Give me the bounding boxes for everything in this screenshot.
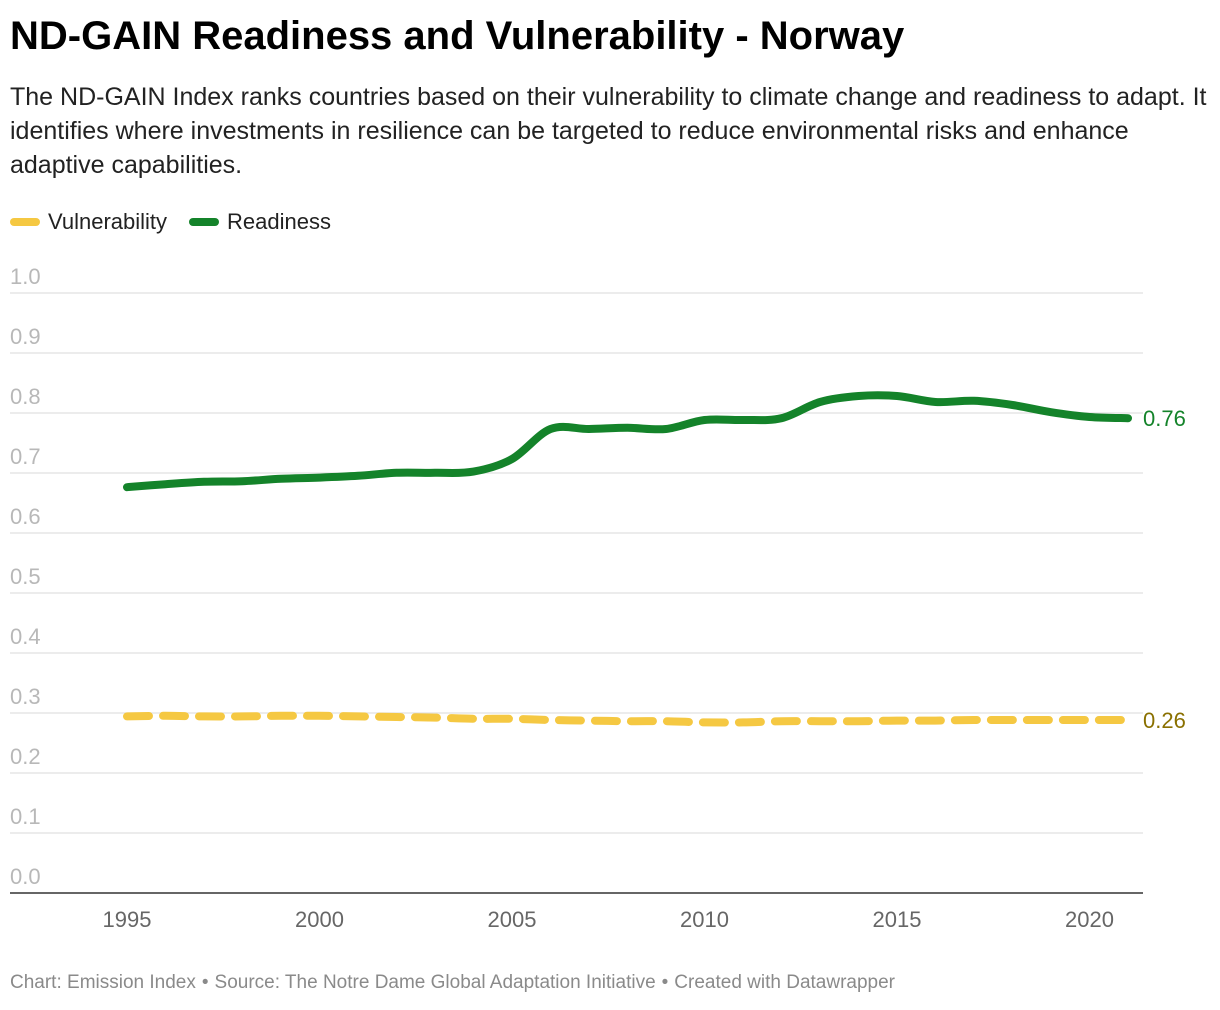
footer-created-with: Created with Datawrapper [674,972,896,993]
y-tick-label: 0.2 [10,744,41,769]
x-axis-tick-labels: 1995 2000 2005 2010 2015 2020 [103,907,1114,932]
y-tick-label: 1.0 [10,264,41,289]
end-label-readiness: 0.76 [1143,406,1186,431]
y-tick-label: 0.7 [10,444,41,469]
legend-item-readiness: Readiness [189,209,331,235]
x-tick-label: 2010 [680,907,729,932]
y-tick-label: 0.9 [10,324,41,349]
chart-subtitle: The ND-GAIN Index ranks countries based … [10,83,1207,179]
legend-item-vulnerability: Vulnerability [10,209,167,235]
x-tick-label: 2000 [295,907,344,932]
y-tick-label: 0.1 [10,804,41,829]
series-line-vulnerability [123,711,1132,727]
footer-separator: • [201,972,209,993]
legend-label-readiness: Readiness [227,209,331,234]
legend: Vulnerability Readiness [10,206,353,238]
legend-swatch-vulnerability [10,218,40,226]
y-tick-label: 0.6 [10,504,41,529]
series-lines [123,391,1132,727]
y-tick-label: 0.3 [10,684,41,709]
footer-credit: Chart: Emission Index [10,972,196,993]
chart-footer: Chart: Emission Index • Source: The Notre … [10,972,895,994]
end-label-vulnerability: 0.26 [1143,708,1186,733]
y-tick-label: 0.5 [10,564,41,589]
end-value-labels: 0.26 0.76 [1143,406,1186,733]
x-tick-label: 2015 [873,907,922,932]
x-tick-label: 2020 [1065,907,1114,932]
legend-swatch-readiness [189,218,220,226]
x-tick-label: 1995 [103,907,152,932]
legend-label-vulnerability: Vulnerability [48,209,168,234]
y-tick-label: 0.4 [10,624,41,649]
series-line-readiness [123,391,1132,492]
y-axis-tick-labels: 0.0 0.1 0.2 0.3 0.4 0.5 0.6 0.7 0.8 0.9 1.0 [10,264,41,889]
grid-lines [10,292,1143,834]
chart-title: ND-GAIN Readiness and Vulnerability - No… [10,14,905,58]
x-tick-label: 2005 [488,907,537,932]
y-tick-label: 0.0 [10,864,41,889]
line-chart: 0.0 0.1 0.2 0.3 0.4 0.5 0.6 0.7 0.8 0.9 1.0 1995 20… [10,264,1186,932]
footer-source: Source: The Notre Dame Global Adaptation… [214,972,656,993]
footer-separator: • [661,972,669,993]
y-tick-label: 0.8 [10,384,41,409]
